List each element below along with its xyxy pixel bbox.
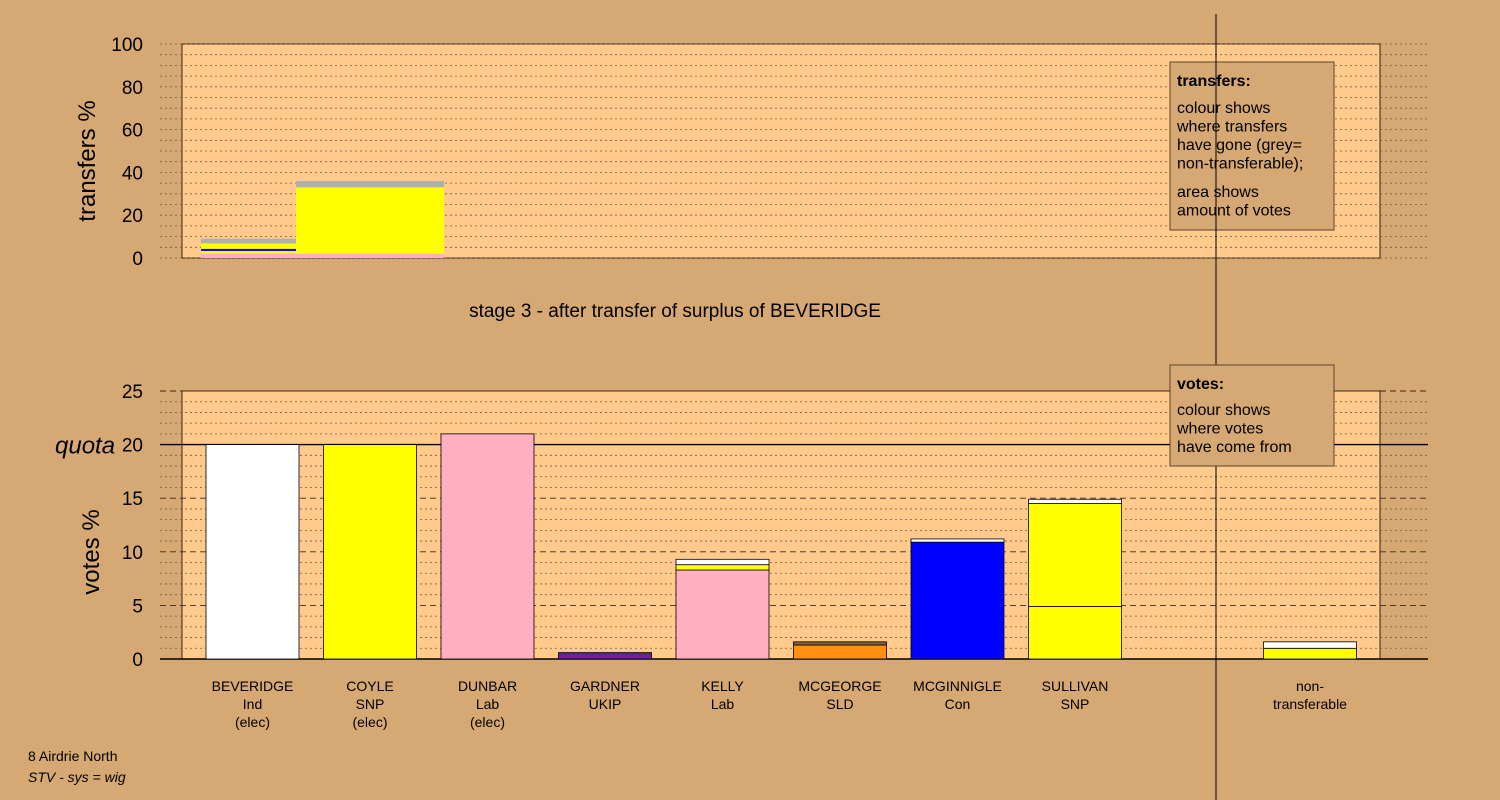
votes-y-tick-label: 0 (132, 650, 143, 671)
transfers-legend-line: where transfers (1176, 119, 1287, 136)
candidate-status-label: (elec) (470, 714, 505, 730)
candidate-party-label: Ind (243, 696, 262, 712)
candidate-party-label: Con (945, 696, 971, 712)
footer-system: STV - sys = wig (28, 769, 126, 785)
candidate-bar-segment (793, 641, 887, 646)
candidate-party-label: Lab (711, 696, 735, 712)
transfers-y-tick-label: 100 (111, 35, 143, 56)
candidate-bar-segment (1028, 498, 1122, 504)
nontransferable-bar-segment (1263, 647, 1357, 660)
candidate-party-label: Lab (476, 696, 500, 712)
votes-legend-line: where votes (1176, 421, 1263, 438)
candidate-name-label: COYLE (346, 678, 393, 694)
candidate-bar-segment (675, 564, 770, 571)
candidate-status-label: (elec) (352, 714, 387, 730)
candidate-bar-segment (793, 644, 887, 660)
transfer-bar-segment (201, 253, 304, 258)
transfer-bar-segment (296, 187, 444, 254)
candidate-name-label: MCGINNIGLE (913, 678, 1002, 694)
candidate-bar-segment (1028, 503, 1122, 607)
transfers-y-tick-label: 0 (132, 249, 143, 270)
transfers-y-tick-label: 60 (122, 121, 143, 142)
votes-y-tick-label: 25 (122, 382, 143, 403)
transfers-legend-title: transfers: (1177, 73, 1251, 90)
candidate-bar-segment (910, 541, 1005, 660)
candidate-bar-segment (205, 444, 300, 660)
transfers-legend-line: colour shows (1177, 100, 1270, 117)
candidate-name-label: MCGEORGE (798, 678, 881, 694)
transfer-bar-segment (201, 243, 304, 249)
votes-y-tick-label: 15 (122, 489, 143, 510)
candidate-bar-segment (675, 558, 770, 566)
transfers-legend-line: area shows (1177, 184, 1259, 201)
nontransferable-bar-segment (1263, 641, 1357, 649)
votes-legend-title: votes: (1177, 376, 1224, 393)
transfers-legend-line: amount of votes (1177, 203, 1291, 220)
quota-label: quota (55, 433, 115, 460)
candidate-name-label: DUNBAR (458, 678, 517, 694)
candidate-bar-segment (323, 444, 417, 660)
candidate-bar-segment (558, 653, 652, 660)
candidate-bar-segment (675, 569, 770, 660)
transfer-bar-segment (201, 248, 304, 251)
candidate-status-label: (elec) (235, 714, 270, 730)
candidate-bar-segment (440, 433, 535, 660)
transfer-bar-segment (296, 253, 444, 258)
transfers-legend-line: non-transferable); (1177, 156, 1303, 173)
transfers-y-tick-label: 20 (122, 206, 143, 227)
candidate-bar-segment (558, 652, 652, 655)
candidate-name-label: BEVERIDGE (212, 678, 294, 694)
transfer-bar-segment (296, 180, 444, 188)
votes-legend-line: have come from (1177, 439, 1292, 456)
votes-y-tick-label: 5 (132, 596, 143, 617)
transfers-y-tick-label: 40 (122, 163, 143, 184)
transfers-y-axis-label: transfers % (74, 100, 101, 221)
votes-y-tick-label: 20 (122, 436, 143, 457)
candidate-name-label: KELLY (701, 678, 744, 694)
candidate-name-label: SULLIVAN (1042, 678, 1109, 694)
candidate-party-label: UKIP (589, 696, 622, 712)
votes-y-tick-label: 10 (122, 543, 143, 564)
votes-legend-line: colour shows (1177, 402, 1270, 419)
candidate-name-label: GARDNER (570, 678, 640, 694)
transfer-bar-segment (201, 250, 304, 254)
transfers-legend-line: have gone (grey= (1177, 137, 1302, 154)
nontransferable-label-line2: transferable (1273, 696, 1347, 712)
votes-legend-box (1169, 364, 1335, 467)
candidate-party-label: SNP (1061, 696, 1090, 712)
footer-ward: 8 Airdrie North (28, 748, 117, 764)
transfers-legend-box (1169, 61, 1335, 231)
nontransferable-label-line1: non- (1296, 678, 1324, 694)
candidate-bar-segment (910, 538, 1005, 543)
candidate-party-label: SNP (356, 696, 385, 712)
votes-y-axis-label: votes % (78, 509, 105, 594)
transfers-y-tick-label: 80 (122, 78, 143, 99)
stage-title: stage 3 - after transfer of surplus of B… (469, 301, 881, 322)
transfer-bar-segment (201, 238, 304, 244)
candidate-party-label: SLD (826, 696, 853, 712)
candidate-bar-segment (1028, 606, 1122, 660)
